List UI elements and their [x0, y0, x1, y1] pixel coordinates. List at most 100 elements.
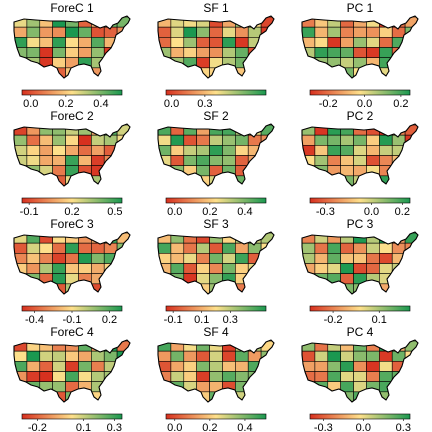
- state-region: [235, 124, 249, 136]
- state-region: [78, 350, 92, 362]
- state-region: [314, 350, 329, 362]
- state-region: [235, 145, 249, 156]
- panel-title: SF 2: [203, 109, 229, 123]
- state-region: [183, 67, 197, 78]
- state-region: [26, 155, 41, 166]
- state-region: [52, 371, 66, 382]
- state-region: [116, 283, 130, 294]
- state-region: [379, 253, 393, 264]
- state-region: [14, 175, 28, 186]
- state-region: [314, 145, 329, 156]
- state-region: [91, 26, 105, 38]
- us-outline: [157, 123, 275, 187]
- state-region: [222, 134, 236, 146]
- state-region: [103, 57, 118, 69]
- state-region: [183, 16, 197, 28]
- colorbar-tick-label: 0.4: [93, 98, 108, 108]
- state-region: [235, 47, 249, 58]
- state-region: [78, 165, 92, 177]
- state-region: [183, 175, 197, 186]
- state-region: [209, 263, 223, 274]
- map-panel: SF 4 0.0 0.2 0.4: [144, 324, 288, 432]
- state-region: [379, 232, 393, 244]
- state-region: [65, 350, 79, 362]
- state-region: [14, 381, 28, 393]
- colorbar-tick-label: -0.2: [324, 314, 343, 324]
- state-region: [116, 361, 130, 372]
- state-region: [78, 37, 92, 48]
- state-region: [26, 175, 41, 186]
- state-region: [222, 145, 236, 156]
- state-region: [327, 16, 341, 28]
- state-region: [327, 145, 341, 156]
- state-region: [391, 381, 406, 393]
- state-region: [327, 134, 341, 146]
- state-region: [327, 263, 341, 274]
- state-region: [78, 371, 92, 382]
- state-region: [170, 340, 185, 352]
- state-region: [103, 67, 118, 78]
- state-region: [353, 47, 367, 58]
- state-region: [26, 253, 41, 264]
- state-region: [340, 361, 354, 372]
- state-region: [26, 26, 41, 38]
- colorbar: [309, 197, 411, 204]
- state-region: [235, 263, 249, 274]
- state-region: [391, 67, 406, 78]
- state-region: [116, 371, 130, 382]
- state-region: [247, 381, 262, 393]
- state-region: [391, 57, 406, 69]
- state-region: [327, 350, 341, 362]
- colorbar: [165, 197, 267, 204]
- us-map: [157, 123, 275, 187]
- state-region: [183, 26, 197, 38]
- state-region: [404, 145, 418, 156]
- state-region: [158, 350, 172, 362]
- state-region: [314, 134, 329, 146]
- map-panel: PC 4 -0.3 0.0 0.3: [288, 324, 432, 432]
- choropleth-map: 0.0 0.3: [157, 15, 275, 108]
- state-region: [116, 165, 130, 177]
- state-region: [302, 26, 316, 38]
- us-outline: [301, 231, 419, 295]
- state-region: [260, 155, 274, 166]
- state-region: [247, 67, 262, 78]
- choropleth-map: -0.3 0.0 0.3: [301, 339, 419, 432]
- state-region: [14, 16, 28, 28]
- state-region: [158, 165, 172, 177]
- colorbar-tick-label: -0.3: [314, 422, 333, 432]
- state-region: [327, 155, 341, 166]
- state-region: [209, 67, 223, 78]
- state-region: [103, 175, 118, 186]
- state-region: [196, 134, 210, 146]
- state-region: [209, 371, 223, 382]
- state-region: [39, 175, 53, 186]
- state-region: [302, 283, 316, 294]
- state-region: [353, 175, 367, 186]
- state-region: [302, 165, 316, 177]
- state-region: [196, 124, 210, 136]
- state-region: [39, 37, 53, 48]
- state-region: [158, 283, 172, 294]
- us-outline: [13, 339, 131, 403]
- state-region: [260, 165, 274, 177]
- state-region: [39, 124, 53, 136]
- state-region: [78, 253, 92, 264]
- state-region: [91, 134, 105, 146]
- state-region: [314, 340, 329, 352]
- state-region: [14, 391, 28, 402]
- state-region: [183, 253, 197, 264]
- state-region: [103, 381, 118, 393]
- state-region: [404, 391, 418, 402]
- state-region: [302, 67, 316, 78]
- state-region: [353, 37, 367, 48]
- state-region: [170, 145, 185, 156]
- state-region: [327, 26, 341, 38]
- state-region: [26, 67, 41, 78]
- state-region: [91, 37, 105, 48]
- state-region: [196, 263, 210, 274]
- state-region: [314, 253, 329, 264]
- state-region: [379, 124, 393, 136]
- state-region: [327, 37, 341, 48]
- state-region: [196, 47, 210, 58]
